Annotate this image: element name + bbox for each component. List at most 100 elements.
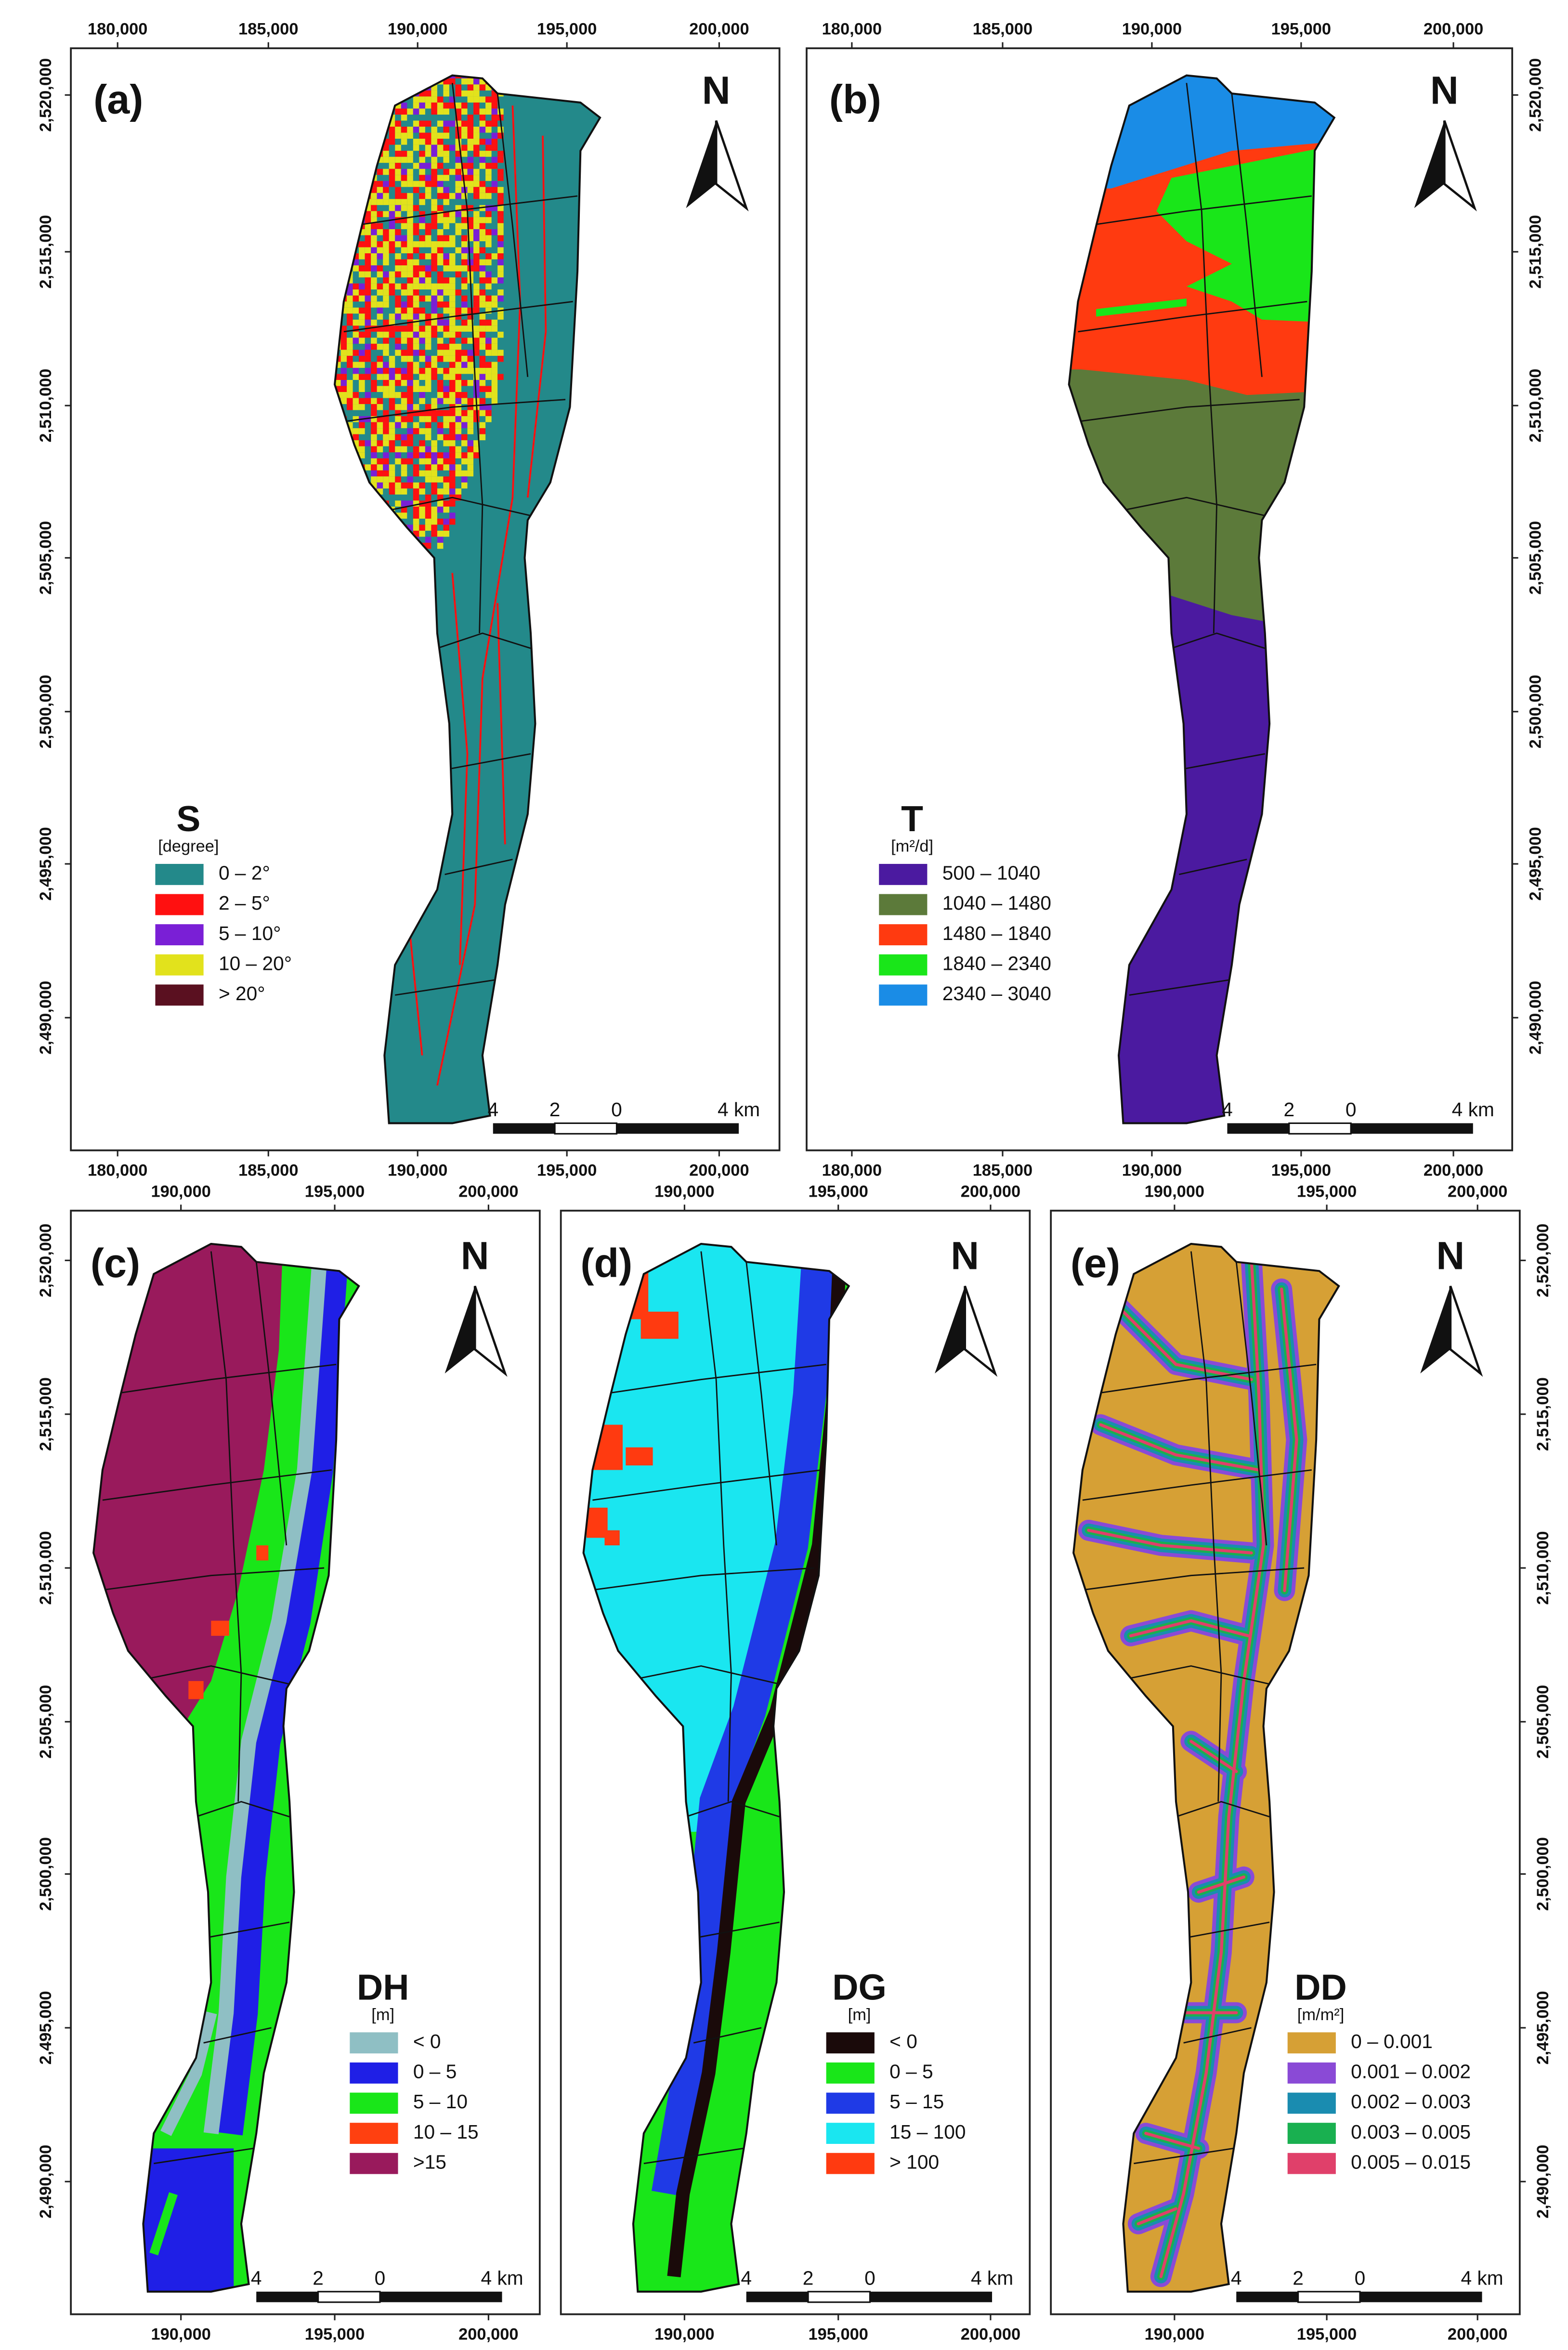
texture: [461, 392, 468, 398]
texture: [479, 139, 486, 145]
texture: [383, 283, 389, 290]
texture: [419, 326, 425, 332]
sub-basin: [449, 753, 531, 770]
legend-label: > 100: [889, 2151, 939, 2173]
texture: [425, 313, 431, 320]
texture: [365, 277, 371, 284]
texture: [413, 319, 419, 326]
texture: [389, 434, 395, 441]
texture: [485, 96, 492, 103]
texture: [443, 151, 449, 157]
sub-basin: [1129, 979, 1229, 996]
sub-basin: [343, 300, 573, 333]
texture: [365, 355, 371, 362]
texture: [359, 271, 365, 278]
texture: [401, 181, 407, 187]
texture: [485, 416, 492, 422]
region: [203, 1258, 327, 2135]
texture: [395, 500, 401, 507]
texture: [485, 163, 492, 169]
texture: [407, 367, 413, 374]
texture: [431, 127, 437, 133]
texture: [401, 367, 407, 374]
texture: [413, 223, 419, 229]
texture: [340, 343, 347, 350]
texture: [407, 199, 413, 205]
region: [1197, 1875, 1246, 1894]
texture: [425, 229, 431, 235]
texture: [467, 127, 474, 133]
texture: [431, 404, 437, 410]
bottom-tick-label: 195,000: [305, 2325, 365, 2344]
texture: [383, 271, 389, 278]
texture: [413, 350, 419, 356]
texture: [431, 307, 437, 314]
texture: [383, 410, 389, 417]
texture: [485, 350, 492, 356]
texture: [407, 235, 413, 241]
sub-basin: [693, 2027, 762, 2044]
texture: [413, 108, 419, 115]
texture: [347, 404, 353, 410]
texture: [437, 217, 444, 223]
texture: [377, 422, 383, 429]
top-tick-label: 195,000: [808, 1183, 868, 1201]
texture: [425, 151, 431, 157]
texture: [389, 428, 395, 434]
texture: [419, 524, 425, 531]
texture: [491, 343, 498, 350]
texture: [383, 362, 389, 368]
sub-basin: [1082, 1469, 1312, 1501]
texture: [431, 132, 437, 139]
texture: [407, 253, 413, 260]
texture: [425, 319, 431, 326]
texture: [473, 78, 480, 85]
texture: [371, 235, 377, 241]
texture: [407, 127, 413, 133]
texture: [455, 416, 462, 422]
texture: [407, 175, 413, 181]
texture: [413, 313, 419, 320]
texture: [353, 307, 359, 314]
texture: [413, 506, 419, 513]
texture: [377, 446, 383, 453]
texture: [425, 410, 431, 417]
texture: [395, 295, 401, 302]
legend-swatch: [1287, 2032, 1336, 2054]
texture: [497, 157, 504, 163]
texture: [371, 199, 377, 205]
texture: [431, 247, 437, 254]
texture: [479, 326, 486, 332]
texture: [467, 362, 474, 368]
texture: [407, 277, 413, 284]
side-tick-label: 2,495,000: [1526, 827, 1544, 901]
sub-basin: [451, 83, 483, 633]
texture: [340, 379, 347, 386]
texture: [461, 90, 468, 97]
texture: [485, 259, 492, 266]
texture: [371, 476, 377, 483]
texture: [425, 470, 431, 477]
watershed-outline: [1072, 1242, 1340, 2293]
texture: [401, 127, 407, 133]
texture: [431, 398, 437, 405]
texture: [407, 440, 413, 446]
texture: [449, 362, 456, 368]
sub-basin: [1088, 1363, 1317, 1396]
texture: [389, 379, 395, 386]
texture: [479, 187, 486, 193]
texture: [425, 132, 431, 139]
legend-swatch: [1287, 2153, 1336, 2174]
texture: [395, 205, 401, 211]
texture: [467, 326, 474, 332]
texture: [467, 410, 474, 417]
texture: [347, 295, 353, 302]
texture: [401, 139, 407, 145]
texture: [377, 398, 383, 405]
texture: [425, 96, 431, 103]
texture: [371, 277, 377, 284]
texture: [371, 464, 377, 470]
texture: [419, 108, 425, 115]
texture: [491, 144, 498, 151]
texture: [371, 211, 377, 217]
